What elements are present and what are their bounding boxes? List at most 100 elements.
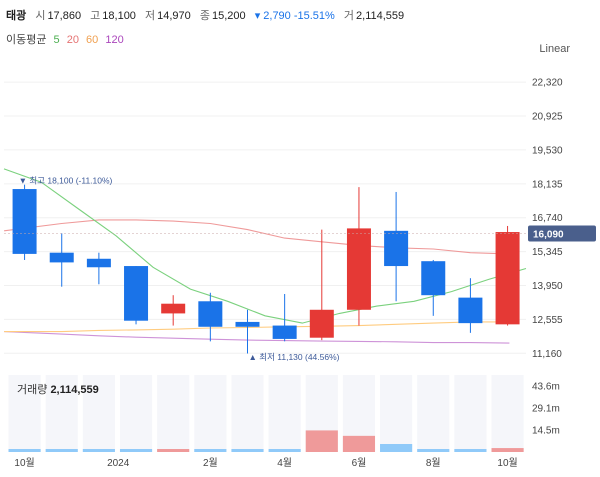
volume-column-bg xyxy=(380,375,413,452)
annotations: ▼ 최고 18,100 (-11.10%) ▲ 최저 11,130 (44.56%… xyxy=(19,176,340,362)
ma20-legend: 20 xyxy=(66,34,79,46)
volume-column-bg xyxy=(491,375,524,452)
candle xyxy=(12,184,37,260)
candle xyxy=(421,259,446,316)
candle xyxy=(161,295,186,326)
candle-body xyxy=(235,321,260,327)
ma120-line xyxy=(4,331,510,344)
volume-column-bg xyxy=(8,375,41,452)
candle xyxy=(346,187,371,326)
price-tick-label: 16,740 xyxy=(532,213,563,224)
ma5-line xyxy=(3,168,527,324)
candle-body xyxy=(495,232,520,325)
ma5-legend: 5 xyxy=(53,34,60,46)
candle-body xyxy=(384,230,409,267)
candle xyxy=(124,266,149,325)
volume-column-bg xyxy=(231,375,264,452)
x-tick-label: 10월 xyxy=(14,457,34,469)
x-tick-label: 2024 xyxy=(107,458,130,469)
volume-bar xyxy=(417,449,450,452)
volume-label: 거 xyxy=(343,10,355,22)
open-value: 17,860 xyxy=(47,10,82,22)
candle-body xyxy=(272,325,297,339)
volume-bar xyxy=(194,449,227,452)
volume-panel-title: 거래량 2,114,559 xyxy=(17,381,99,397)
volume-bar xyxy=(8,449,41,452)
volume-title-label: 거래량 xyxy=(17,384,48,396)
candle xyxy=(384,191,409,302)
volume-column-bg xyxy=(417,375,450,452)
x-axis: 10월 2024 2월 4월 6월 8월 10월 xyxy=(14,457,517,469)
ma120-legend: 120 xyxy=(105,34,124,46)
candle-body xyxy=(86,258,111,268)
current-price-label: 16,090 xyxy=(533,229,564,240)
candle-body xyxy=(12,189,37,254)
scale-toggle-button[interactable]: Linear xyxy=(539,43,570,55)
volume-bar xyxy=(157,449,190,452)
volume-bar xyxy=(380,443,413,452)
ma60-legend: 60 xyxy=(86,34,99,46)
volume-column-bg xyxy=(194,375,227,452)
candle xyxy=(495,225,520,326)
volume-column-bg xyxy=(157,375,190,452)
candle xyxy=(198,292,223,342)
candle-body xyxy=(198,301,223,327)
price-tick-label: 22,320 xyxy=(532,78,563,89)
volume-bar xyxy=(491,448,524,452)
price-tick-label: 19,530 xyxy=(532,145,563,156)
low-annotation: ▲ 최저 11,130 (44.56%) xyxy=(248,352,339,362)
volume-bar xyxy=(268,449,301,452)
candle-body xyxy=(49,252,74,263)
volume-tick-label: 29.1m xyxy=(532,404,560,415)
price-tick-label: 13,950 xyxy=(532,281,563,292)
close-label: 종 xyxy=(199,10,210,22)
x-tick-label: 4월 xyxy=(277,457,292,469)
candle xyxy=(458,278,483,333)
high-value: 18,100 xyxy=(102,10,136,22)
volume-title-value: 2,114,559 xyxy=(50,384,99,396)
volume-bar xyxy=(305,430,338,452)
ma-legend-title: 이동평균 xyxy=(6,34,47,46)
open-label: 시 xyxy=(35,10,46,22)
stock-summary-header: 태광 시 17,860 고 18,100 저 14,970 종 15,200 ▾ 2,7… xyxy=(6,7,410,23)
stock-name: 태광 xyxy=(6,10,27,22)
volume-column-bg xyxy=(45,375,78,452)
ma60-line xyxy=(4,321,510,333)
candle-body xyxy=(124,266,149,321)
x-tick-label: 2월 xyxy=(203,457,218,469)
volume-column-bg xyxy=(119,375,153,452)
change-value: ▾ 2,790 -15.51% xyxy=(254,10,335,22)
volume-tick-label: 14.5m xyxy=(532,426,560,437)
candle-body xyxy=(346,228,371,310)
low-label: 저 xyxy=(145,10,156,22)
candle xyxy=(235,309,260,354)
ma20-line xyxy=(4,219,510,255)
price-tick-label: 15,345 xyxy=(532,247,563,258)
high-label: 고 xyxy=(90,10,101,22)
x-tick-label: 10월 xyxy=(497,457,517,469)
price-tick-label: 20,925 xyxy=(532,112,563,123)
candle-body xyxy=(309,309,334,338)
high-annotation: ▼ 최고 18,100 (-11.10%) xyxy=(19,176,113,186)
volume-value: 2,114,559 xyxy=(356,10,405,22)
volume-bar xyxy=(45,449,78,452)
price-tick-label: 11,160 xyxy=(532,349,562,360)
moving-average-legend[interactable]: 이동평균 5 20 60 120 xyxy=(6,31,128,47)
volume-column-bg xyxy=(454,375,487,452)
x-tick-label: 8월 xyxy=(426,457,441,469)
candles xyxy=(12,184,520,354)
volume-bar xyxy=(342,435,376,452)
price-axis: 22,320 20,925 19,530 18,135 16,740 15,345 13,9… xyxy=(4,78,596,360)
grid-lines xyxy=(4,81,526,354)
volume-bar xyxy=(231,449,264,452)
close-value: 15,200 xyxy=(211,10,246,22)
candle xyxy=(272,293,297,342)
volume-column-bg xyxy=(268,375,301,452)
candle xyxy=(49,233,74,287)
volume-panel: 43.6m 29.1m 14.5m xyxy=(8,375,560,452)
price-tick-label: 12,555 xyxy=(532,315,563,326)
volume-bar xyxy=(82,449,115,452)
candle-body xyxy=(161,303,186,314)
candle xyxy=(86,252,111,285)
